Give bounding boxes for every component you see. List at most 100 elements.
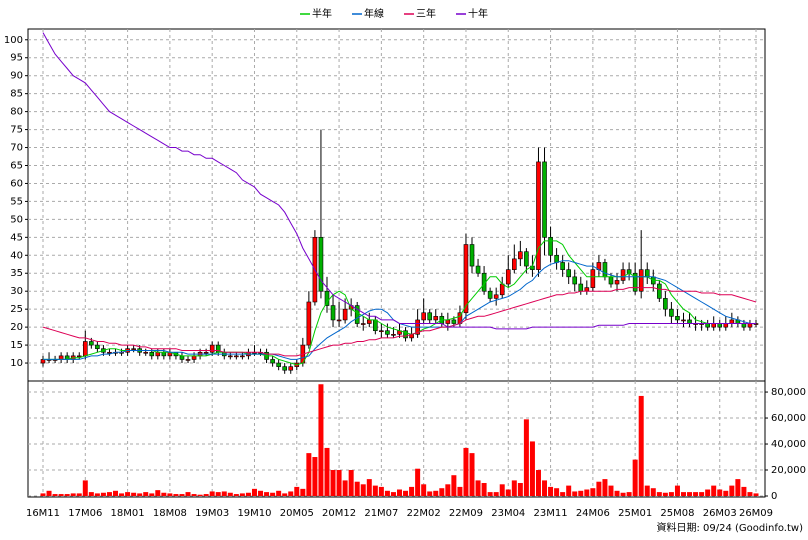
volume-bar: [227, 492, 233, 496]
y-tick-label: 70: [10, 143, 23, 154]
y2-tick-label: 0: [771, 491, 777, 502]
volume-bar: [529, 441, 535, 496]
volume-bar: [590, 488, 596, 496]
volume-bar: [620, 492, 626, 496]
volume-bar: [687, 492, 693, 496]
y-tick-label: 25: [10, 304, 23, 315]
x-tick-label: 19M10: [237, 508, 271, 519]
volume-bar: [674, 485, 680, 496]
x-tick-label: 18M08: [153, 508, 187, 519]
y-tick-label: 100: [4, 35, 23, 46]
x-tick-label: 16M11: [26, 508, 60, 519]
volume-bar: [288, 491, 294, 496]
candle-body: [638, 269, 644, 292]
y2-tick-label: 20,000: [771, 465, 806, 476]
y-tick-label: 95: [10, 53, 23, 64]
candle-body: [663, 298, 668, 310]
candle-body: [499, 283, 505, 296]
volume-bar: [251, 488, 257, 496]
volume-bar: [245, 492, 251, 496]
volume-bar: [137, 493, 143, 496]
candle-body: [234, 355, 239, 358]
candle-body: [276, 362, 281, 367]
volume-bar: [372, 485, 378, 496]
candle-body: [602, 262, 608, 278]
candle-body: [681, 319, 686, 322]
candle-body: [76, 355, 82, 358]
x-tick-label: 26M09: [739, 508, 773, 519]
volume-bar: [264, 492, 270, 496]
candle-body: [524, 251, 529, 267]
volume-bar: [366, 479, 372, 496]
candle-body: [572, 276, 578, 285]
volume-bar: [125, 492, 131, 496]
candle-body: [379, 330, 384, 333]
candle-body: [554, 254, 559, 263]
y2-tick-label: 40,000: [771, 439, 806, 450]
y-tick-label: 40: [10, 250, 23, 261]
candle-body: [505, 269, 511, 285]
volume-bar: [747, 492, 753, 496]
candle-body: [747, 323, 753, 328]
candle-body: [729, 319, 735, 324]
candle-body: [620, 269, 626, 281]
candle-body: [342, 308, 348, 321]
volume-bar: [596, 481, 602, 496]
volume-bar: [499, 484, 505, 496]
volume-bar: [723, 490, 729, 496]
x-tick-label: 25M01: [618, 508, 652, 519]
candle-body: [578, 283, 584, 292]
volume-bar: [143, 492, 149, 496]
volume-bar: [584, 489, 590, 496]
y-tick-label: 90: [10, 71, 23, 82]
volume-bar: [505, 489, 511, 496]
ma-line: [42, 287, 757, 357]
candle-body: [385, 330, 390, 335]
candle-body: [421, 312, 426, 321]
candle-body: [373, 319, 378, 332]
candle-body: [360, 323, 366, 325]
volume-bar: [578, 490, 584, 496]
legend-label: 十年: [468, 7, 488, 20]
volume-bar: [306, 453, 312, 496]
volume-bar: [602, 479, 608, 496]
y-tick-label: 30: [10, 286, 23, 297]
candle-body: [40, 359, 46, 364]
ma-line: [42, 32, 756, 330]
y2-tick-label: 60,000: [771, 413, 806, 424]
volume-bar: [735, 479, 741, 496]
volume-bar: [203, 494, 209, 496]
candle-body: [463, 244, 469, 314]
candle-body: [644, 269, 650, 278]
candle-body: [282, 366, 287, 371]
candle-body: [95, 344, 100, 349]
x-tick-label: 21M07: [364, 508, 398, 519]
candle-body: [403, 330, 408, 339]
volume-bar: [705, 489, 711, 496]
volume-bar: [644, 485, 650, 496]
volume-bar: [457, 486, 463, 496]
volume-bar: [650, 488, 656, 496]
candle-body: [324, 290, 330, 306]
candle-body: [548, 237, 553, 256]
volume-bar: [378, 486, 384, 496]
volume-bar: [233, 494, 239, 496]
x-tick-label: 20M05: [280, 508, 314, 519]
y-tick-label: 60: [10, 178, 23, 189]
volume-bar: [384, 490, 390, 496]
candle-body: [209, 344, 215, 353]
volume-bar: [300, 488, 306, 496]
volume-bar: [717, 489, 723, 496]
candle-body: [336, 319, 342, 322]
candle-body: [149, 351, 155, 357]
source-note: 資料日期: 09/24 (Goodinfo.tw): [656, 521, 803, 534]
volume-bar: [324, 447, 330, 496]
candle-body: [705, 323, 710, 328]
volume-bar: [566, 485, 572, 496]
volume-bar: [542, 480, 548, 496]
volume-bar: [185, 492, 191, 496]
y-tick-label: 65: [10, 160, 23, 171]
candle-body: [354, 305, 360, 324]
y-tick-label: 35: [10, 268, 23, 279]
candle-body: [717, 323, 723, 328]
